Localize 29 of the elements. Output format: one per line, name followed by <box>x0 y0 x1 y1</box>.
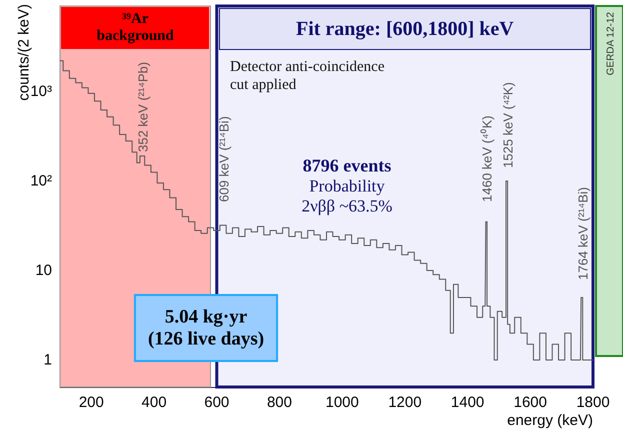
x-tick-label: 1200 <box>388 394 422 411</box>
y-tick-label: 10³ <box>30 82 52 100</box>
annotation: Detector anti-coincidence cut applied <box>230 59 385 93</box>
x-tick-label: 1800 <box>576 394 610 411</box>
annotation: 5.04 kg·yr (126 live days) <box>148 306 264 350</box>
y-tick-label: 10² <box>30 172 52 190</box>
annotation: 609 keV (²¹⁴Bi) <box>216 116 232 202</box>
annotation: 352 keV (²¹⁴Pb) <box>136 62 150 152</box>
band-label: ³⁹Ar background <box>96 11 174 45</box>
x-tick-label: 1600 <box>514 394 547 411</box>
y-tick-label: 10 <box>35 262 52 280</box>
text: GERDA 12-12 <box>606 12 616 76</box>
annotation: 8796 events <box>302 156 392 176</box>
x-tick-label: 600 <box>204 394 230 411</box>
x-axis-title: energy (keV) <box>507 412 593 429</box>
y-tick-label: 1 <box>44 352 52 369</box>
y-axis-title: counts/(2 keV) <box>16 4 32 101</box>
x-tick-label: 1000 <box>325 394 359 411</box>
annotation: 1460 keV (⁴⁰K) <box>480 116 494 202</box>
annotation: 1764 keV (²¹⁴Bi) <box>576 186 590 280</box>
header-box: Fit range: [600,1800] keV <box>218 8 591 50</box>
annotation: Probability 2νββ ~63.5% <box>302 176 392 216</box>
annotation: 1525 keV (⁴²K) <box>500 82 516 168</box>
header-box: ³⁹Ar background <box>61 7 210 49</box>
x-tick-label: 800 <box>266 394 292 411</box>
band-label: Fit range: [600,1800] keV <box>296 18 514 40</box>
x-tick-label: 400 <box>142 394 167 411</box>
x-tick-label: 200 <box>78 394 104 411</box>
x-tick-label: 1400 <box>450 394 484 411</box>
